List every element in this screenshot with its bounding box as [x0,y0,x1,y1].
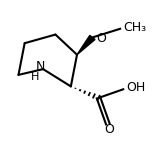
Text: O: O [96,32,106,45]
Text: CH₃: CH₃ [123,21,146,34]
Text: N: N [35,60,45,73]
Polygon shape [77,35,95,55]
Text: O: O [104,123,114,136]
Text: OH: OH [126,81,146,94]
Text: H: H [30,72,39,82]
